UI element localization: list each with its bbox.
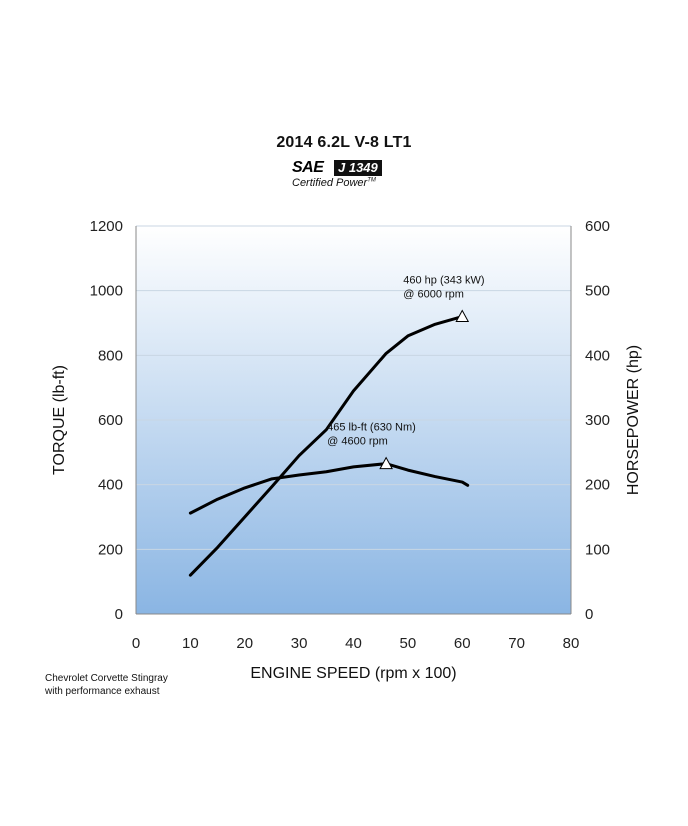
- sae-logo-badge: J 1349: [334, 160, 382, 176]
- sae-logo-word: SAE: [292, 159, 324, 176]
- x-tick-label: 80: [563, 635, 580, 652]
- y-tick-label: 1000: [90, 283, 123, 300]
- y2-tick-label: 100: [585, 541, 610, 558]
- y2-tick-label: 0: [585, 606, 593, 623]
- x-tick-label: 20: [236, 635, 253, 652]
- y2-tick-label: 600: [585, 218, 610, 235]
- horsepower-line: [188, 315, 464, 577]
- annotation-line-2: @ 6000 rpm: [403, 289, 464, 301]
- sae-certified-text: Certified Power: [292, 177, 368, 189]
- x-tick-label: 0: [132, 635, 140, 652]
- x-tick-label: 60: [454, 635, 471, 652]
- annotation-line-1: 460 hp (343 kW): [403, 275, 484, 287]
- y2-tick-label: 200: [585, 477, 610, 494]
- tick-labels: 0 10 20 30 40 50 60 70 8002004006008001000120001…: [90, 218, 610, 652]
- y-tick-label: 800: [98, 347, 123, 364]
- y-tick-label: 200: [98, 541, 123, 558]
- y-tick-label: 600: [98, 412, 123, 429]
- y2-tick-label: 300: [585, 412, 610, 429]
- y-tick-label: 0: [115, 606, 123, 623]
- y2-axis-title: HORSEPOWER (hp): [625, 345, 642, 495]
- x-axis-title: ENGINE SPEED (rpm x 100): [250, 665, 456, 682]
- peak-marker: [379, 456, 393, 470]
- annotation-line-1: 465 lb-ft (630 Nm): [327, 422, 416, 434]
- sae-tm-mark: TM: [367, 177, 376, 184]
- footnote-line-1: Chevrolet Corvette Stingray: [45, 673, 168, 684]
- chart-title: 2014 6.2L V-8 LT1: [276, 134, 412, 151]
- x-tick-label: 70: [508, 635, 525, 652]
- sae-logo-certified: Certified PowerTM: [292, 177, 376, 189]
- x-tick-label: 30: [291, 635, 308, 652]
- series-group: [188, 315, 470, 577]
- y2-tick-label: 500: [585, 283, 610, 300]
- y-tick-label: 400: [98, 477, 123, 494]
- grid-lines: [136, 225, 571, 550]
- annotations: 460 hp (343 kW) @ 6000 rpm 465 lb-ft (630 …: [327, 275, 485, 470]
- torque-line: [188, 462, 470, 515]
- annotation-line-2: @ 4600 rpm: [327, 436, 388, 448]
- y-tick-label: 1200: [90, 218, 123, 235]
- footnote: Chevrolet Corvette Stingray with perform…: [45, 672, 168, 698]
- axes: [135, 226, 572, 615]
- sae-logo: SAE J 1349 Certified PowerTM: [292, 159, 404, 195]
- y-axis-title: TORQUE (lb-ft): [51, 365, 68, 475]
- x-tick-label: 40: [345, 635, 362, 652]
- x-tick-label: 10: [182, 635, 199, 652]
- peak-marker: [455, 309, 470, 323]
- y2-tick-label: 400: [585, 347, 610, 364]
- x-tick-label: 50: [400, 635, 417, 652]
- footnote-line-2: with performance exhaust: [45, 686, 160, 697]
